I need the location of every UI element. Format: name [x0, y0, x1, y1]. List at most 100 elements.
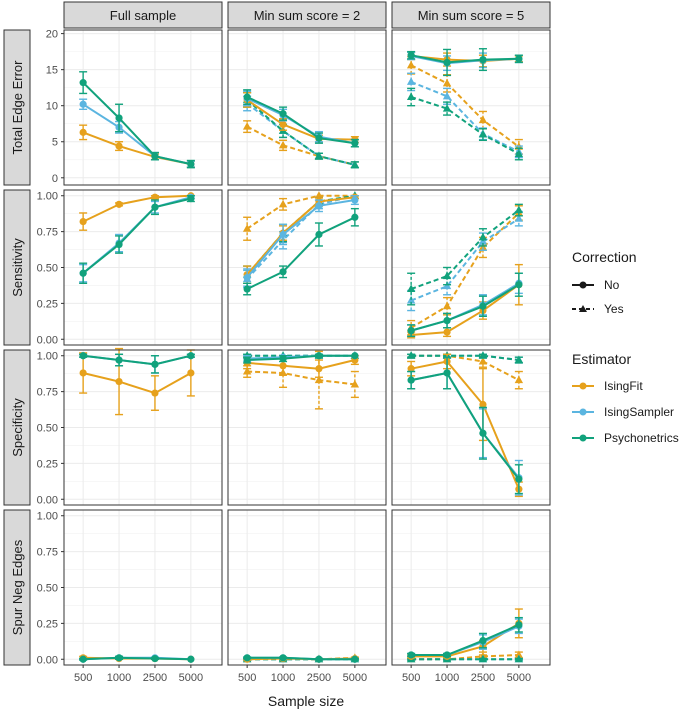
- data-point-circle: [279, 110, 287, 118]
- panel-specificity-min-sum-score-2: [227, 349, 387, 506]
- x-tick-label: 500: [74, 672, 92, 684]
- data-point-circle: [115, 654, 123, 662]
- series-line: [247, 359, 356, 370]
- series-line: [410, 96, 520, 155]
- strip-label-min-sum-score-2: Min sum score = 2: [254, 8, 361, 23]
- series-line: [410, 360, 520, 490]
- data-point-circle: [187, 655, 195, 663]
- series-psychonetrics-uncorrected: [79, 654, 195, 663]
- data-point-circle: [187, 369, 195, 377]
- y-tick-label: 5: [52, 137, 58, 149]
- series-line: [246, 196, 356, 276]
- strip-label-min-sum-score-5: Min sum score = 5: [418, 8, 525, 23]
- legend-label-yes: Yes: [604, 302, 624, 316]
- row-label-total-edge-error: Total Edge Error: [10, 60, 25, 155]
- series-line: [82, 81, 192, 166]
- legend-item-correction-no: No: [572, 278, 620, 292]
- data-point-circle: [79, 352, 87, 360]
- panel-border: [227, 29, 387, 186]
- data-point-circle: [443, 651, 451, 659]
- data-point-circle: [151, 152, 159, 160]
- series-line: [410, 212, 520, 329]
- series-line: [410, 217, 520, 302]
- strip-label-full-sample: Full sample: [110, 8, 176, 23]
- panel-sensitivity-min-sum-score-5: [391, 189, 551, 346]
- data-point-circle: [115, 114, 123, 122]
- data-point-circle: [115, 200, 123, 208]
- row-label-spur-neg-edges: Spur Neg Edges: [10, 539, 25, 635]
- y-tick-label: 1.00: [37, 191, 58, 203]
- data-point-circle: [315, 134, 323, 142]
- series-psychonetrics-uncorrected: [79, 71, 195, 169]
- panel-total-edge-error-min-sum-score-2: [227, 29, 387, 186]
- series-line: [83, 656, 191, 661]
- strip-row-1: [3, 29, 31, 186]
- legend-marker-triangle: [579, 305, 587, 312]
- legend-label-no: No: [604, 278, 620, 292]
- data-point-triangle: [514, 654, 524, 663]
- y-tick-label: 0.00: [37, 654, 58, 666]
- panel-spur-neg-edges-min-sum-score-5: [391, 509, 551, 666]
- y-tick-label: 0.50: [37, 583, 58, 595]
- data-point-circle: [315, 352, 323, 360]
- data-point-circle: [243, 93, 251, 101]
- data-point-triangle: [442, 78, 452, 87]
- series-isingfit-uncorrected: [79, 192, 195, 231]
- data-point-circle: [351, 139, 359, 147]
- data-point-circle: [315, 202, 323, 210]
- x-tick-label: 5000: [343, 672, 367, 684]
- data-point-circle: [443, 369, 451, 377]
- y-tick-label: 1.00: [37, 351, 58, 363]
- series-psychonetrics-corrected: [406, 87, 524, 161]
- data-point-circle: [115, 142, 123, 150]
- series-line: [82, 197, 192, 274]
- legend-correction: Correction No Yes: [572, 249, 637, 316]
- series-line: [246, 96, 356, 145]
- data-point-circle: [515, 281, 523, 289]
- y-tick-label: 0.50: [37, 263, 58, 275]
- data-point-circle: [115, 377, 123, 386]
- data-point-circle: [407, 365, 415, 373]
- data-point-circle: [515, 621, 523, 629]
- data-point-triangle: [406, 351, 416, 359]
- x-tick-label: 2500: [307, 672, 331, 684]
- series-line: [246, 194, 355, 230]
- data-point-circle: [115, 356, 123, 364]
- y-tick-label: 0.25: [37, 298, 58, 310]
- data-point-circle: [443, 328, 451, 336]
- y-tick-label: 10: [46, 101, 58, 113]
- data-point-triangle: [478, 654, 488, 663]
- y-tick-label: 0.75: [37, 547, 58, 559]
- data-point-circle: [187, 352, 195, 360]
- data-point-circle: [279, 230, 287, 239]
- data-point-circle: [79, 269, 87, 277]
- panel-border: [63, 349, 223, 506]
- data-point-circle: [279, 654, 287, 662]
- series-line: [82, 372, 192, 395]
- y-tick-label: 0.25: [37, 458, 58, 470]
- data-point-circle: [407, 327, 415, 335]
- panel-border: [63, 509, 223, 666]
- data-point-circle: [407, 651, 415, 659]
- series-line: [411, 283, 520, 336]
- series-line: [410, 283, 520, 332]
- data-point-circle: [151, 654, 159, 663]
- data-point-triangle: [314, 151, 324, 160]
- series-psychonetrics-uncorrected: [407, 356, 523, 495]
- data-point-triangle: [242, 367, 252, 375]
- series-line: [410, 64, 520, 148]
- series-line: [247, 354, 355, 361]
- data-point-circle: [79, 217, 87, 226]
- strip-row-2: [3, 189, 31, 346]
- data-point-circle: [151, 203, 159, 211]
- data-point-circle: [243, 654, 251, 662]
- series-psychonetrics-uncorrected: [243, 352, 359, 364]
- panel-total-edge-error-min-sum-score-5: [391, 29, 551, 186]
- series-psychonetrics-uncorrected: [79, 195, 195, 284]
- x-tick-label: 500: [402, 672, 420, 684]
- series-line: [246, 199, 356, 279]
- data-point-circle: [243, 273, 251, 282]
- data-point-circle: [315, 365, 323, 373]
- panel-background: [228, 30, 386, 185]
